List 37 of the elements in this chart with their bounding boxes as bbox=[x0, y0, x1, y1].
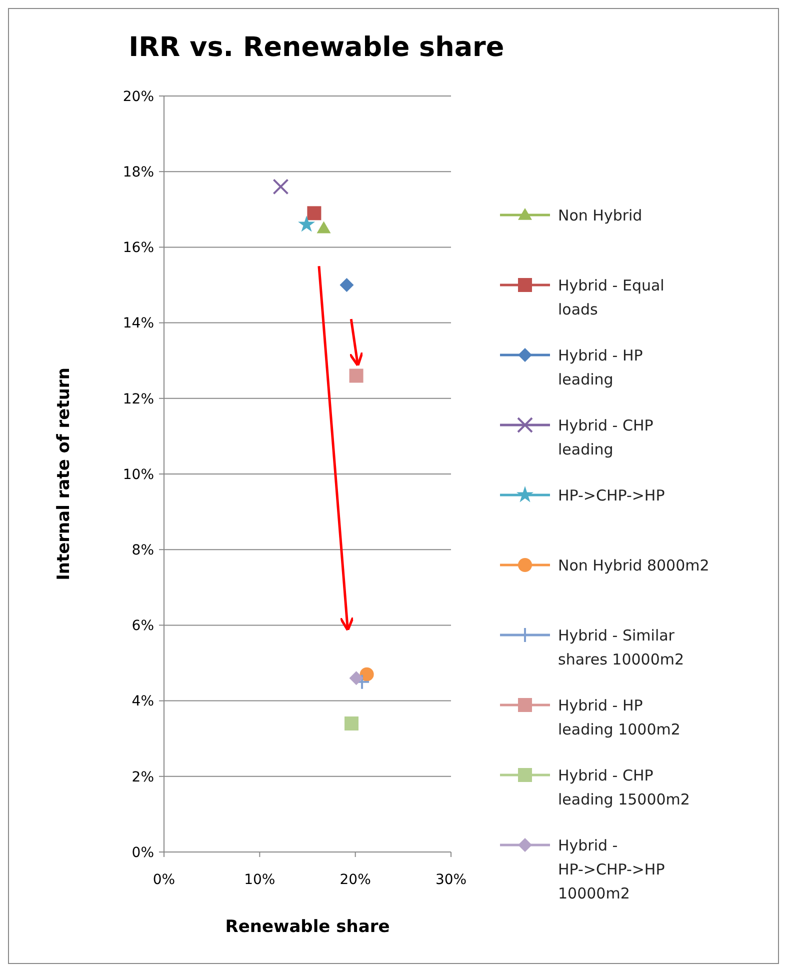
y-tick-label: 16% bbox=[122, 240, 154, 256]
x-tick-label: 30% bbox=[435, 872, 467, 888]
legend-label: Hybrid - HP leading bbox=[558, 346, 643, 388]
legend-label: Hybrid - Similar shares 10000m2 bbox=[558, 626, 684, 668]
y-tick-label: 10% bbox=[122, 466, 154, 483]
y-tick-label: 14% bbox=[122, 316, 154, 332]
point bbox=[344, 716, 359, 730]
y-tick-label: 12% bbox=[122, 391, 154, 408]
point bbox=[272, 178, 289, 195]
x-tick-label: 0% bbox=[152, 872, 176, 888]
point bbox=[340, 278, 354, 292]
legend-label: Non Hybrid 8000m2 bbox=[558, 556, 710, 574]
y-tick-label: 4% bbox=[132, 694, 154, 710]
legend-label: HP->CHP->HP bbox=[558, 486, 665, 504]
point bbox=[349, 368, 364, 383]
chart-title: IRR vs. Renewable share bbox=[128, 32, 504, 63]
legend-label: Hybrid - HP->CHP->HP 10000m2 bbox=[558, 836, 665, 902]
legend-label: Hybrid - CHP leading bbox=[558, 416, 654, 458]
legend-label: Hybrid - HP leading 1000m2 bbox=[558, 696, 680, 738]
x-axis-title: Renewable share bbox=[225, 917, 390, 937]
point bbox=[307, 206, 322, 220]
point bbox=[360, 667, 374, 682]
point bbox=[316, 221, 331, 234]
x-tick-label: 10% bbox=[244, 872, 276, 888]
y-tick-label: 20% bbox=[122, 88, 154, 105]
point bbox=[349, 671, 364, 686]
legend-label: Non Hybrid bbox=[558, 206, 642, 224]
y-tick-label: 18% bbox=[122, 164, 154, 180]
y-tick-label: 0% bbox=[132, 844, 154, 861]
point bbox=[298, 216, 316, 232]
y-axis-title: Internal rate of return bbox=[54, 368, 74, 580]
y-tick-label: 8% bbox=[132, 542, 154, 558]
legend-label: Hybrid - Equal loads bbox=[558, 276, 664, 318]
y-tick-label: 2% bbox=[132, 769, 154, 786]
legend-label: Hybrid - CHP leading 15000m2 bbox=[558, 766, 690, 808]
y-tick-label: 6% bbox=[132, 618, 154, 634]
x-tick-label: 20% bbox=[340, 872, 371, 888]
